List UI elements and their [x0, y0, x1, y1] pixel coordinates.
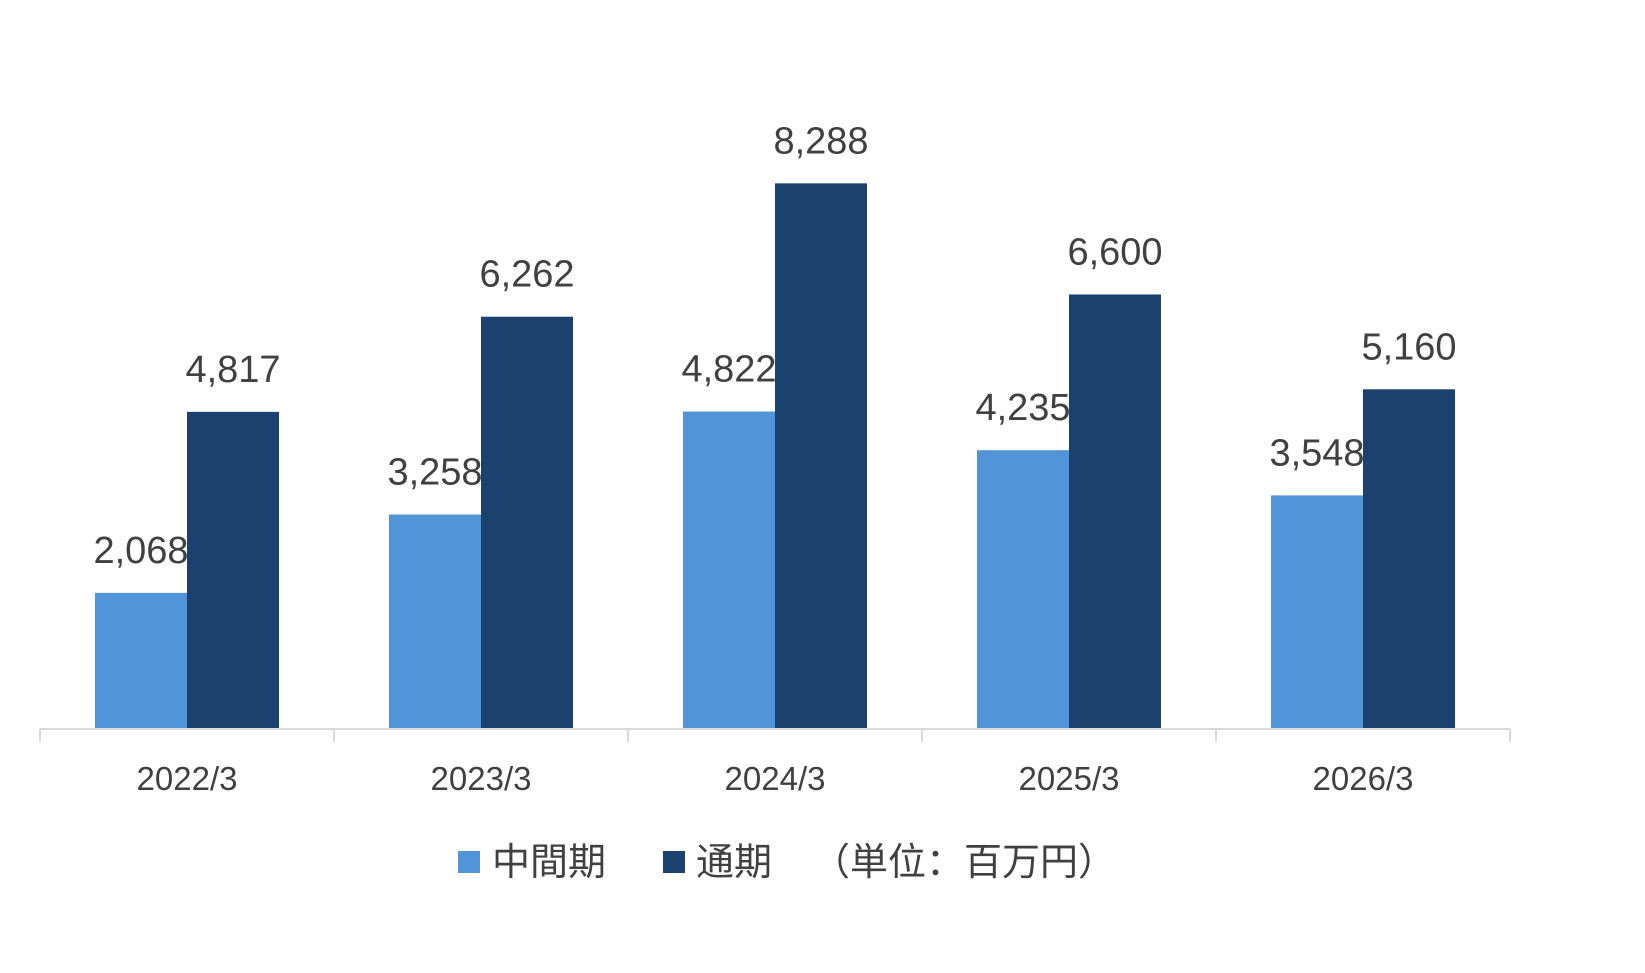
x-tick-label-2023-3: 2023/3 — [431, 760, 532, 797]
bar-full-year-2024-3 — [775, 183, 867, 729]
data-label-interim-2025-3: 4,235 — [975, 387, 1070, 429]
bar-full-year-2023-3 — [481, 316, 573, 729]
legend-label-interim: 中間期 — [492, 842, 606, 884]
bar-full-year-2025-3 — [1069, 294, 1161, 729]
data-label-full-year-2024-3: 8,288 — [773, 120, 868, 162]
data-label-interim-2024-3: 4,822 — [681, 349, 776, 391]
bar-interim-2023-3 — [389, 514, 481, 729]
data-label-interim-2022-3: 2,068 — [93, 530, 188, 572]
bar-interim-2022-3 — [95, 592, 187, 729]
data-label-full-year-2025-3: 6,600 — [1067, 231, 1162, 273]
x-tick-label-2025-3: 2025/3 — [1019, 760, 1120, 797]
legend-swatch-interim — [458, 851, 480, 873]
legend-label-full-year: 通期 — [696, 842, 772, 884]
bar-interim-2025-3 — [977, 450, 1069, 729]
bar-full-year-2026-3 — [1363, 389, 1455, 729]
legend-swatch-full-year — [663, 851, 685, 873]
bar-interim-2026-3 — [1271, 495, 1363, 729]
x-tick-label-2024-3: 2024/3 — [725, 760, 826, 797]
data-label-full-year-2022-3: 4,817 — [185, 349, 280, 391]
unit-note: （単位：百万円） — [812, 842, 1116, 884]
data-label-full-year-2023-3: 6,262 — [479, 254, 574, 296]
bar-full-year-2022-3 — [187, 411, 279, 729]
x-tick-label-2026-3: 2026/3 — [1313, 760, 1414, 797]
bar-interim-2024-3 — [683, 411, 775, 729]
x-axis: 2022/3 2023/3 2024/3 2025/3 2026/3 — [39, 728, 1511, 797]
legend: 中間期 通期 （単位：百万円） — [458, 842, 1116, 884]
bars-layer — [95, 183, 1455, 729]
data-label-interim-2026-3: 3,548 — [1269, 432, 1364, 474]
data-label-full-year-2026-3: 5,160 — [1361, 326, 1456, 368]
data-label-interim-2023-3: 3,258 — [387, 452, 482, 494]
x-tick-label-2022-3: 2022/3 — [137, 760, 238, 797]
data-labels-layer: 2,068 4,817 3,258 6,262 4,822 8,288 4,235 6,600… — [93, 120, 1456, 572]
